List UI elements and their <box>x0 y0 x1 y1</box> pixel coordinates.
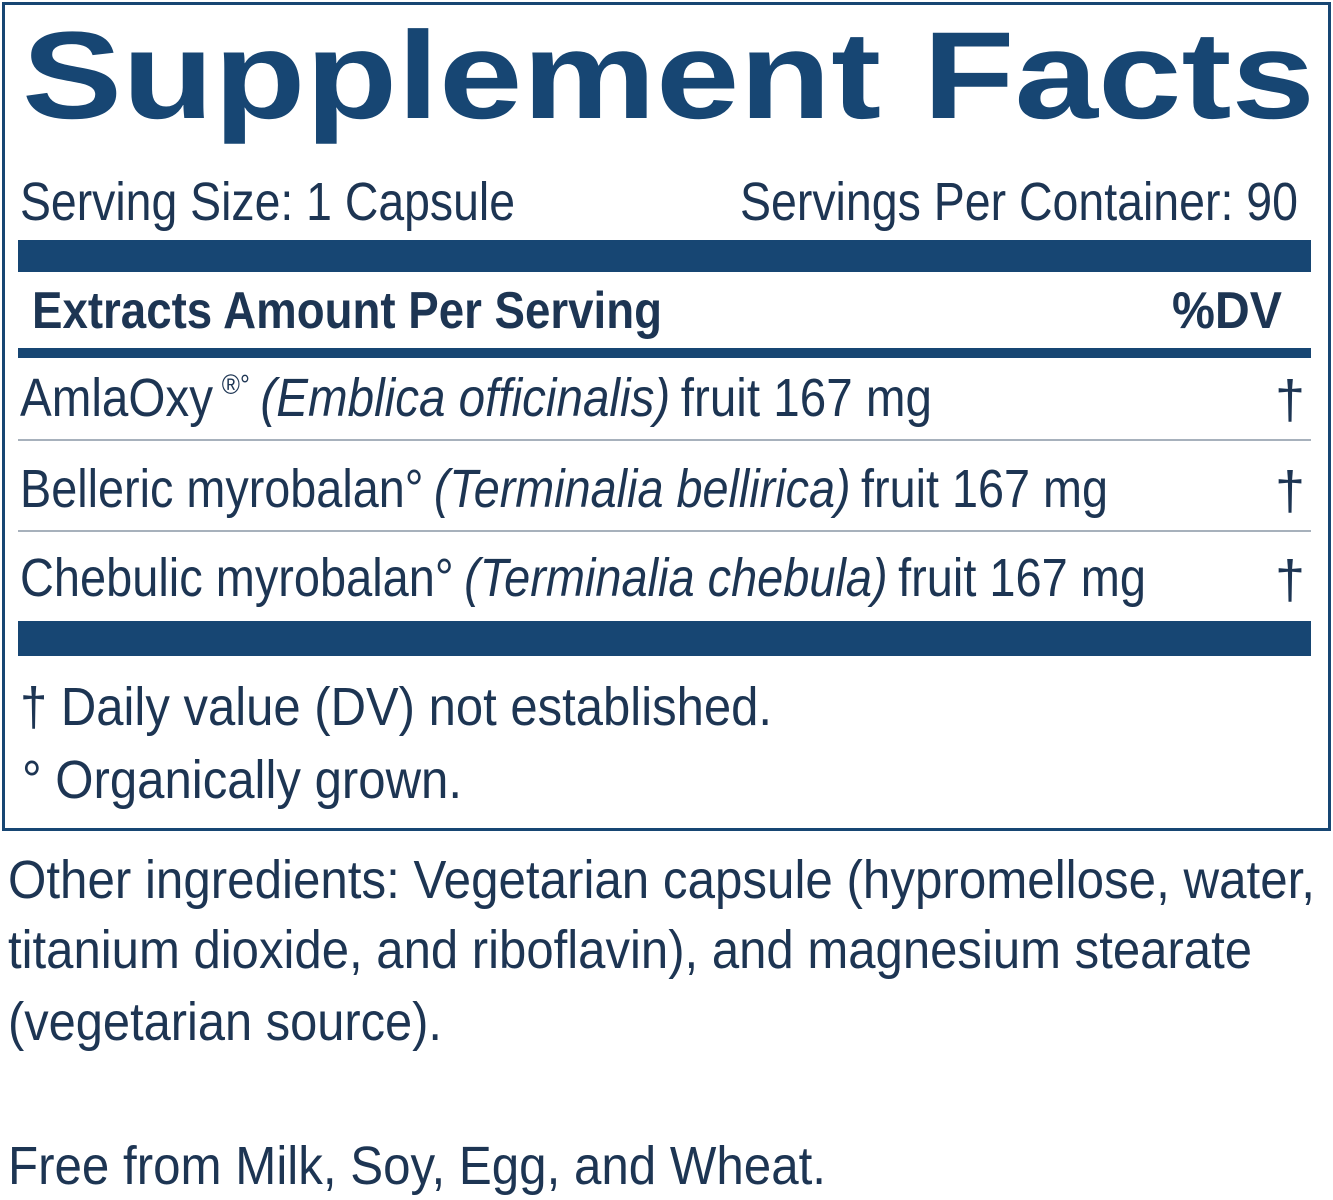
ingredient-name: Belleric myrobalan° <box>20 459 423 519</box>
footnote: † Daily value (DV) not established. <box>20 677 772 737</box>
ingredient-name: AmlaOxy <box>20 368 213 428</box>
dv-header: %DV <box>1172 282 1282 340</box>
servings-per-container: Servings Per Container: 90 <box>740 172 1298 232</box>
ingredient-row: AmlaOxy ®° (Emblica officinalis)fruit 167 … <box>20 368 932 428</box>
allergen-note: Free from Milk, Soy, Egg, and Wheat. <box>8 1136 826 1196</box>
thick-rule <box>18 621 1311 656</box>
title: Supplement Facts <box>22 7 1315 145</box>
thick-rule <box>18 240 1311 272</box>
column-header: Extracts Amount Per Serving <box>32 282 662 340</box>
other-ingredients: (vegetarian source). <box>8 992 442 1052</box>
ingredient-dv: † <box>1275 461 1305 521</box>
ingredient-dv: † <box>1275 370 1305 430</box>
ingredient-latin: (Emblica officinalis) <box>260 368 670 428</box>
ingredient-marks: ®° <box>222 369 250 400</box>
facts-border <box>2 2 1331 831</box>
ingredient-row: Chebulic myrobalan°(Terminalia chebula)f… <box>20 548 1146 608</box>
ingredient-row: Belleric myrobalan°(Terminalia bellirica… <box>20 459 1108 519</box>
serving-size: Serving Size: 1 Capsule <box>20 172 515 232</box>
other-ingredients: Other ingredients: Vegetarian capsule (h… <box>8 850 1315 910</box>
ingredient-name: Chebulic myrobalan° <box>20 548 454 608</box>
ingredient-latin: (Terminalia bellirica) <box>434 459 851 519</box>
other-ingredients: titanium dioxide, and riboflavin), and m… <box>8 920 1252 980</box>
ingredient-dv: † <box>1275 550 1305 610</box>
ingredient-amount: fruit 167 mg <box>681 368 932 428</box>
ingredient-amount: fruit 167 mg <box>861 459 1108 519</box>
medium-rule <box>18 348 1311 358</box>
ingredient-latin: (Terminalia chebula) <box>464 548 888 608</box>
footnote: ° Organically grown. <box>22 750 462 810</box>
ingredient-amount: fruit 167 mg <box>898 548 1146 608</box>
